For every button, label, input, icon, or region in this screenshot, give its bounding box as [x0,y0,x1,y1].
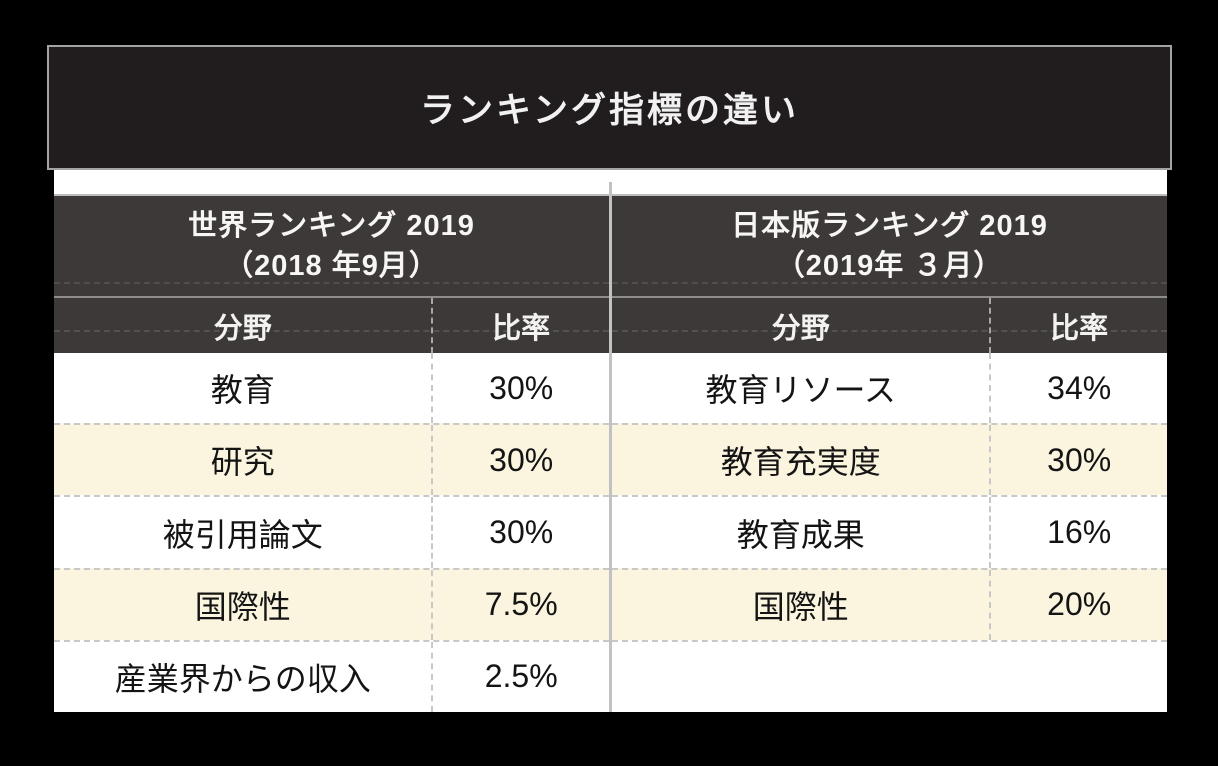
table-world-header: 世界ランキング 2019 （2018 年9月） [54,194,609,298]
field-cell: 教育成果 [736,516,865,553]
table-world-header-line2: （2018 年9月） [224,250,439,282]
table-world-header-line1: 世界ランキング 2019 [188,209,475,242]
table-row: 国際性 7.5% [54,567,609,640]
ratio-cell: 30% [989,425,1167,496]
ratio-cell: 16% [989,497,1167,568]
comparison-card: 世界ランキング 2019 （2018 年9月） 分野 比率 教育 30% 研究 … [54,170,1167,713]
table-japan-header-line2: （2019年 ３月） [775,250,1004,282]
table-row-empty [612,639,1167,713]
table-world-rows: 教育 30% 研究 30% 被引用論文 30% 国際性 7.5% [54,353,609,713]
field-cell: 教育リソース [705,372,896,409]
table-world-column-header: 分野 比率 [54,298,609,353]
table-row: 教育リソース 34% [612,353,1167,424]
column-header-ratio: 比率 [431,298,609,353]
table-japan-ranking: 日本版ランキング 2019 （2019年 ３月） 分野 比率 教育リソース 34… [612,194,1167,713]
ratio-cell: 34% [989,353,1167,424]
ratio-cell: 30% [431,497,609,568]
column-header-field: 分野 [213,312,272,345]
ratio-cell: 7.5% [431,569,609,640]
title-bar: ランキング指標の違い [47,45,1172,170]
tables-container: 世界ランキング 2019 （2018 年9月） 分野 比率 教育 30% 研究 … [54,182,1167,713]
field-cell: 教育 [210,372,275,409]
ratio-cell: 30% [431,425,609,496]
table-row: 産業界からの収入 2.5% [54,639,609,713]
field-cell: 産業界からの収入 [114,660,371,697]
table-row: 被引用論文 30% [54,495,609,568]
table-world-ranking: 世界ランキング 2019 （2018 年9月） 分野 比率 教育 30% 研究 … [54,194,609,713]
table-row: 研究 30% [54,423,609,496]
table-japan-rows: 教育リソース 34% 教育充実度 30% 教育成果 16% 国際性 20% [612,353,1167,713]
field-cell: 教育充実度 [720,444,881,481]
field-cell [612,642,989,712]
ratio-cell: 30% [431,353,609,424]
column-header-field: 分野 [771,312,830,345]
field-cell: 被引用論文 [162,516,323,553]
ratio-cell: 20% [989,569,1167,640]
table-row: 教育成果 16% [612,495,1167,568]
table-divider [609,182,612,712]
table-japan-column-header: 分野 比率 [612,298,1167,353]
table-japan-header: 日本版ランキング 2019 （2019年 ３月） [612,194,1167,298]
column-header-ratio: 比率 [989,298,1167,353]
table-row: 教育充実度 30% [612,423,1167,496]
ratio-cell: 2.5% [431,641,609,713]
table-japan-header-line1: 日本版ランキング 2019 [731,209,1048,242]
page-title: ランキング指標の違い [420,91,799,130]
field-cell: 国際性 [194,588,291,625]
table-row: 国際性 20% [612,567,1167,640]
ratio-cell [989,642,1167,712]
field-cell: 研究 [210,444,275,481]
table-row: 教育 30% [54,353,609,424]
field-cell: 国際性 [752,588,849,625]
